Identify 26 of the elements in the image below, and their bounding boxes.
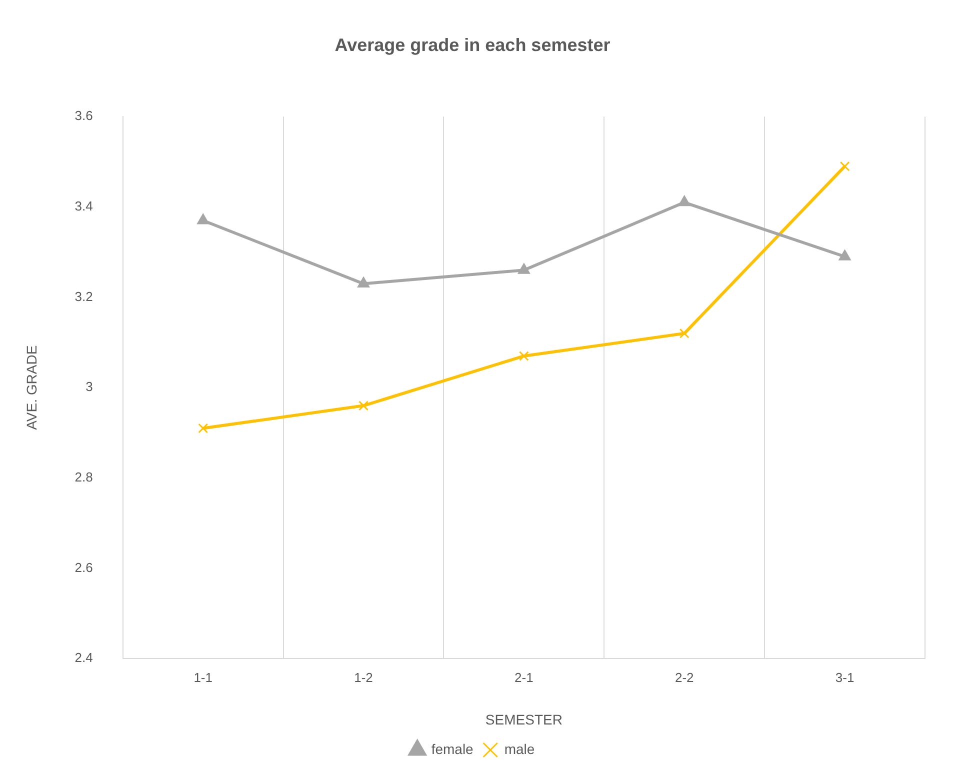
point xyxy=(838,250,851,260)
y-tick-label: 2.6 xyxy=(74,560,93,575)
point xyxy=(358,400,369,411)
x-tick-label: 3-1 xyxy=(835,670,854,685)
point xyxy=(358,276,370,288)
point xyxy=(518,350,529,361)
point xyxy=(678,196,690,206)
y-tick-label: 2.4 xyxy=(74,650,93,666)
point xyxy=(197,214,210,224)
y-tick-label: 3.2 xyxy=(74,288,93,304)
y-tick-label: 3.6 xyxy=(74,108,93,124)
x-tick-label: 1-1 xyxy=(194,670,212,685)
y-tick-label: 2.8 xyxy=(74,470,93,485)
x-axis-title: SEMESTER xyxy=(485,711,562,728)
legend-label: female xyxy=(431,740,474,757)
y-tick-label: 3 xyxy=(86,379,93,394)
legend-label: male xyxy=(504,740,535,757)
point xyxy=(679,328,690,338)
y-tick-label: 3.4 xyxy=(74,198,93,214)
point xyxy=(198,423,208,434)
chart-title: Average grade in each semester xyxy=(334,34,610,55)
x-tick-label: 1-2 xyxy=(354,670,373,685)
x-tick-label: 2-2 xyxy=(674,670,694,685)
y-axis-title: AVE. GRADE xyxy=(23,345,40,430)
x-tick-label: 2-1 xyxy=(514,670,534,685)
point xyxy=(518,263,530,274)
